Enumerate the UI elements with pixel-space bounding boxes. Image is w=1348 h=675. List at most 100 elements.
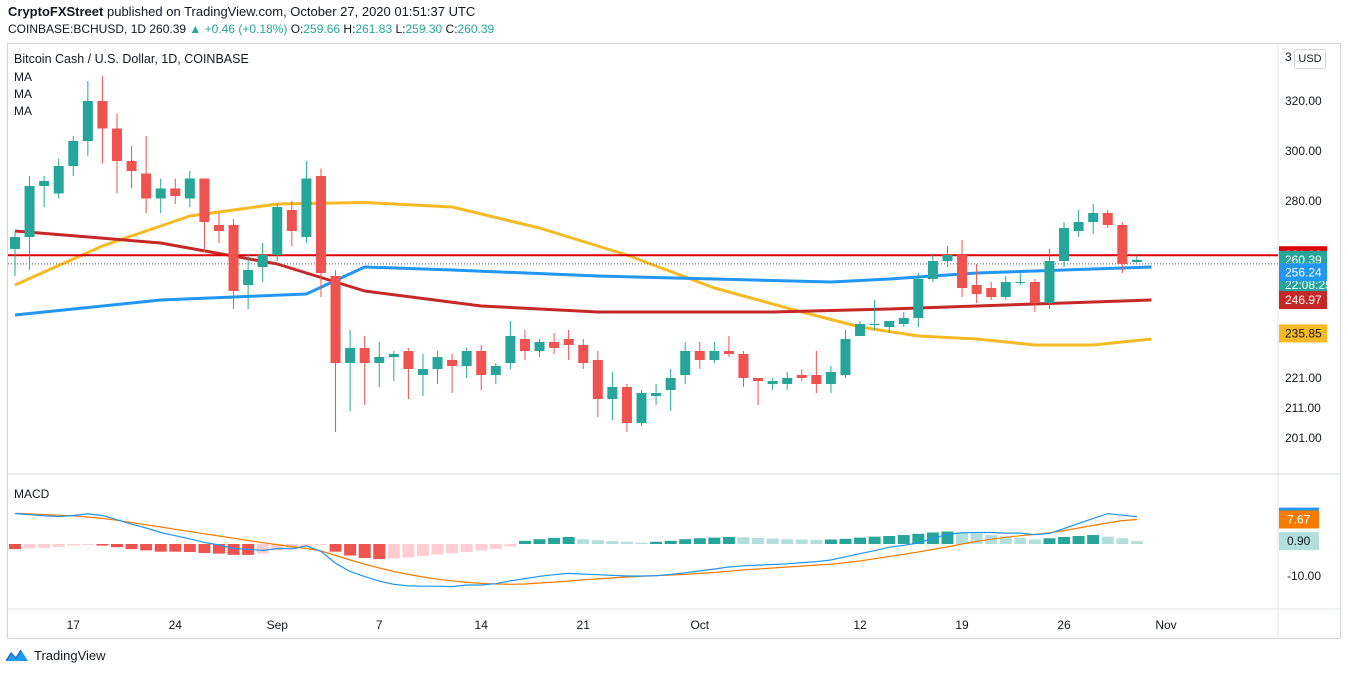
legend-ma-3[interactable]: MA — [14, 104, 32, 118]
candle-body — [126, 161, 137, 171]
candle-body — [447, 360, 458, 366]
macd-line — [14, 512, 1137, 588]
candle-body — [243, 270, 254, 285]
macd-histogram-bar — [693, 538, 706, 544]
low-value: 259.30 — [405, 22, 443, 36]
candle-body — [957, 255, 968, 288]
candle-body — [709, 351, 720, 360]
legend-macd[interactable]: MACD — [14, 487, 50, 501]
candle-body — [170, 188, 181, 196]
candle-body — [592, 360, 603, 399]
candle-body — [971, 285, 982, 294]
macd-histogram-bar — [999, 536, 1012, 544]
macd-histogram-bar — [1043, 538, 1056, 544]
candle-body — [432, 357, 443, 369]
moving-averages — [14, 201, 1152, 347]
candle-body — [855, 324, 866, 336]
macd-histogram-bar — [766, 538, 779, 544]
macd-histogram-bar — [212, 544, 225, 554]
macd-histogram-bar — [577, 539, 590, 544]
time-tick-label: Nov — [1155, 618, 1176, 632]
candle-body — [942, 255, 953, 261]
candle-body — [476, 351, 487, 375]
macd-histogram-bar — [650, 541, 663, 544]
chart-frame — [7, 43, 1341, 639]
ohlc-bar: COINBASE:BCHUSD, 1D 260.39 ▲ +0.46 (+0.1… — [8, 22, 494, 36]
macd-value-bg — [1279, 532, 1319, 551]
price-tick-label: 280.00 — [1285, 194, 1322, 208]
macd-histogram-bar — [271, 544, 284, 551]
candle-body — [694, 351, 705, 360]
time-tick-label: 7 — [376, 618, 383, 632]
publish-text: published on TradingView.com, October 27… — [106, 4, 476, 19]
candles — [10, 76, 1142, 432]
legend-ma-2[interactable]: MA — [14, 87, 32, 101]
macd-histogram-bar — [824, 539, 837, 544]
currency-button[interactable]: USD — [1294, 49, 1326, 69]
candle-body — [1044, 261, 1055, 303]
grid — [8, 44, 1340, 639]
macd-histogram-bar — [620, 541, 633, 544]
candle-body — [519, 339, 530, 351]
candle-body — [680, 351, 691, 375]
macd-histogram-bar — [883, 536, 896, 544]
candle-body — [738, 354, 749, 378]
candle-body — [840, 339, 851, 375]
high-value: 261.83 — [355, 22, 393, 36]
macd-histogram-bar — [854, 537, 867, 544]
candle-body — [1088, 213, 1099, 222]
macd-histogram-bar — [897, 535, 910, 544]
macd-histogram-bar — [956, 532, 969, 544]
time-axis: 17 24 Sep 7 14 21 Oct 12 19 26 Nov — [67, 618, 1177, 632]
open-label: O: — [290, 22, 304, 36]
price-tick-label-partial: 3 — [1285, 50, 1292, 64]
candle-body — [68, 141, 79, 166]
candle-body — [141, 173, 152, 199]
macd-value-label: 7.67 — [1287, 512, 1311, 526]
candle-body — [286, 210, 297, 231]
candle-body — [825, 372, 836, 384]
price-label: 235.85 — [1285, 326, 1322, 340]
candle-body — [869, 324, 880, 325]
candle-body — [111, 128, 122, 161]
candle-body — [884, 321, 895, 327]
tradingview-logo-icon — [6, 649, 28, 661]
candle-body — [578, 345, 589, 363]
macd-value-label: 0.90 — [1287, 534, 1311, 548]
macd-histogram-bar — [358, 544, 371, 559]
candle-body — [199, 178, 210, 222]
candle-body — [986, 288, 997, 297]
candle-body — [388, 354, 399, 357]
publisher-name[interactable]: CryptoFXStreet — [8, 4, 104, 19]
candle-body — [1073, 222, 1084, 231]
time-tick-label: 17 — [67, 618, 81, 632]
macd-histogram-bar — [1072, 536, 1085, 544]
price-tick-label: 320.00 — [1285, 94, 1322, 108]
candle-body — [753, 378, 764, 381]
macd-histogram-bar — [460, 544, 473, 552]
candle-body — [184, 178, 195, 199]
open-value: 259.66 — [303, 22, 341, 36]
candle-body — [927, 261, 938, 279]
candle-body — [97, 101, 108, 129]
candle-body — [461, 351, 472, 366]
candle-body — [1029, 282, 1040, 303]
candle-body — [1059, 228, 1070, 261]
candle-body — [913, 279, 924, 318]
macd-histogram-bar — [810, 539, 823, 544]
tradingview-footer[interactable]: TradingView — [6, 648, 106, 663]
macd-value-bg — [1279, 510, 1319, 529]
macd-histogram-bar — [1087, 535, 1100, 544]
macd-histogram-bar — [169, 544, 182, 552]
candle-body — [10, 237, 20, 249]
legend-ma-1[interactable]: MA — [14, 70, 32, 84]
macd-histogram-bar — [1058, 536, 1071, 544]
candle-body — [534, 342, 545, 351]
time-tick-label: 14 — [475, 618, 489, 632]
price-tick-label: 300.00 — [1285, 144, 1322, 158]
macd-histogram-bar — [1130, 541, 1143, 544]
macd-histogram-bar — [314, 544, 327, 545]
macd-histogram-bar — [154, 544, 167, 552]
macd-histogram-bar — [664, 540, 677, 544]
